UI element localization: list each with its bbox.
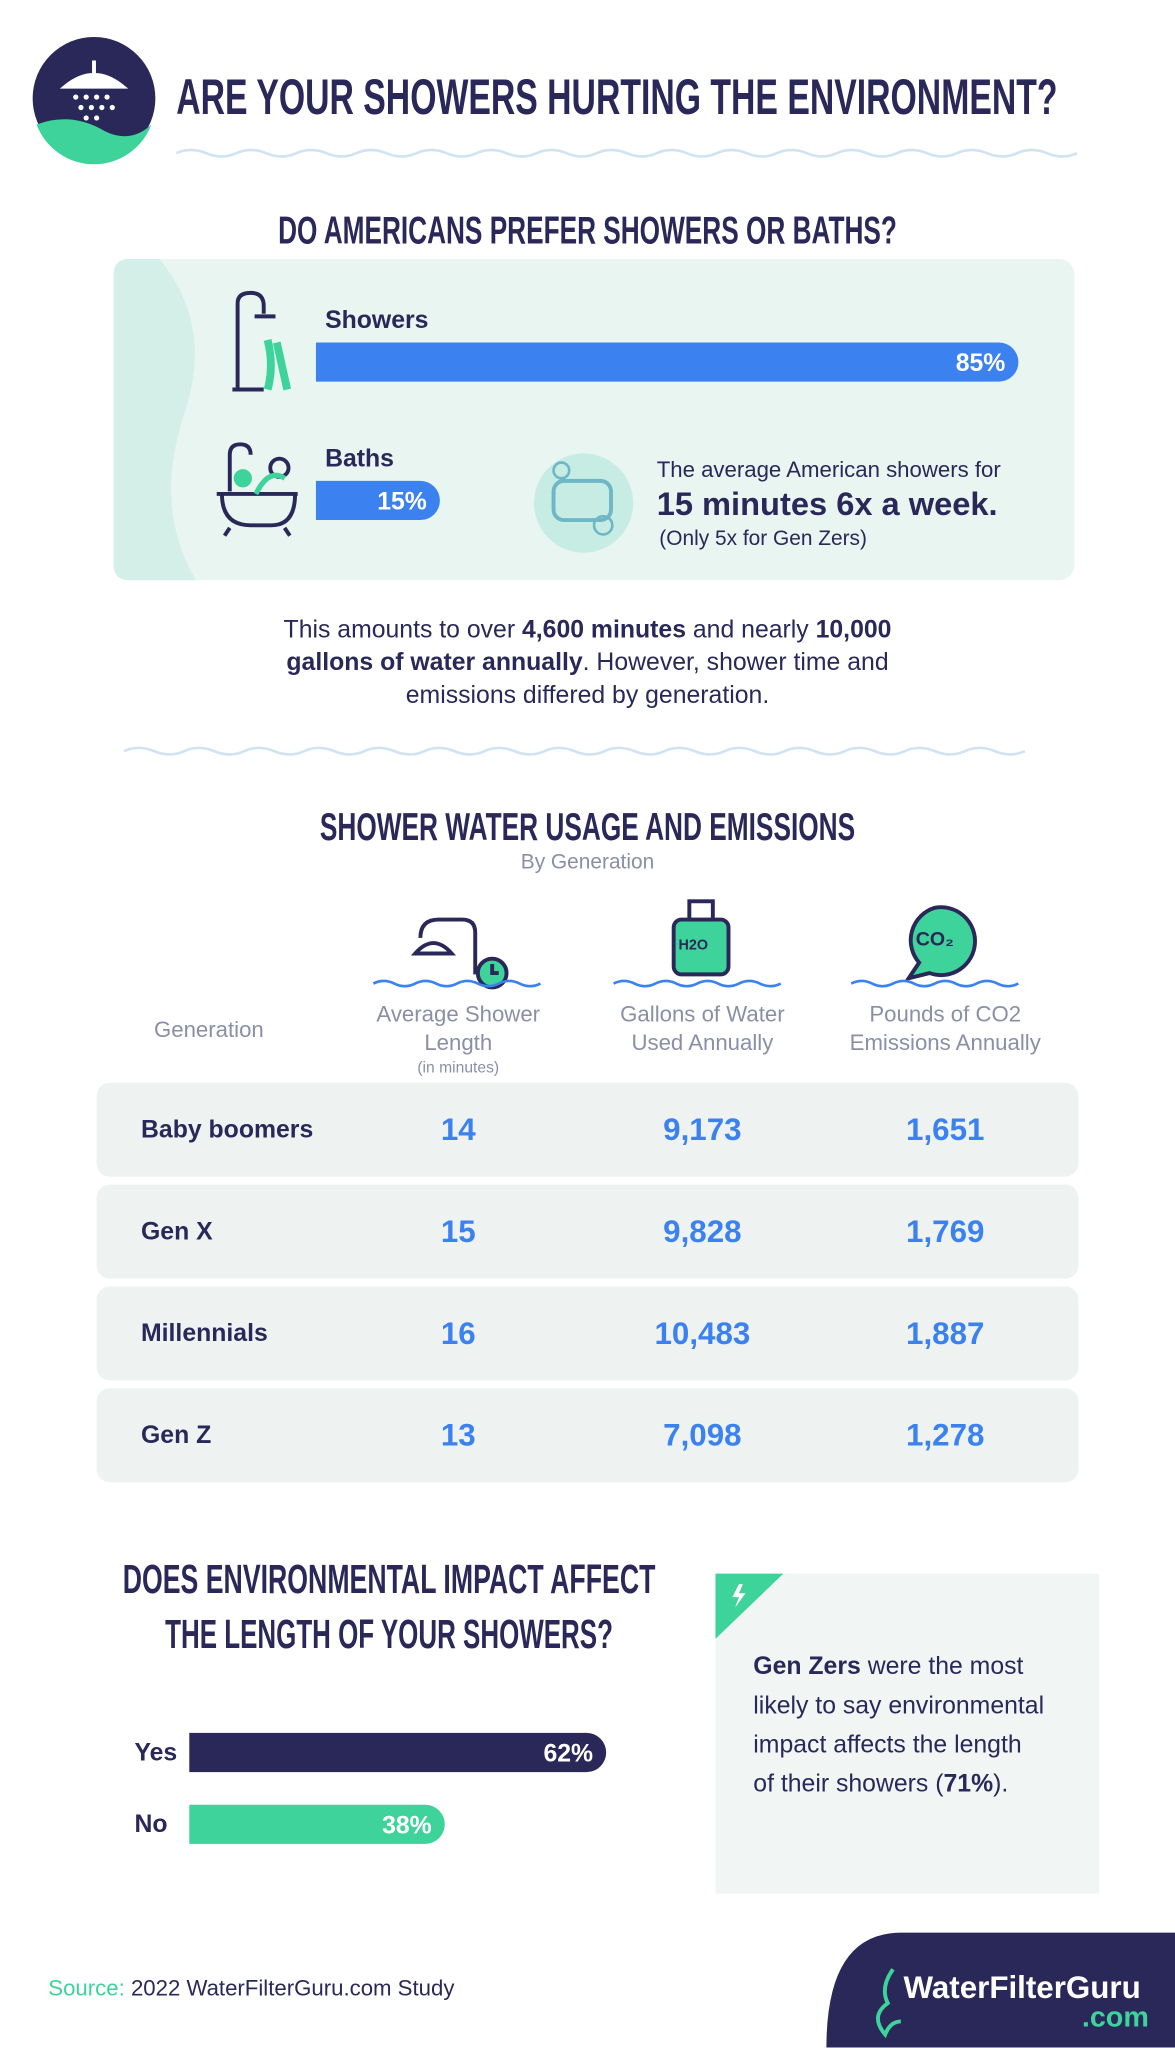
column-header: Generation: [154, 1017, 264, 1042]
column-header: Length: [424, 1030, 492, 1055]
callout-box: [715, 1573, 1100, 1894]
text: of their showers (: [753, 1771, 944, 1798]
cell: 7,098: [663, 1418, 741, 1453]
cell: 9,828: [663, 1214, 741, 1249]
table-row: [96, 1184, 1079, 1279]
value-label: 62%: [543, 1741, 593, 1768]
bar: [315, 342, 1019, 382]
text: and nearly: [693, 617, 809, 644]
summary-line: This amounts to over 4,600 minutes and n…: [284, 617, 892, 644]
bottle-icon: H2O: [671, 899, 731, 977]
category-label: Baths: [325, 446, 394, 473]
page-title: ARE YOUR SHOWERS HURTING THE ENVIRONMENT…: [176, 69, 1057, 125]
text: 2022 WaterFilterGuru.com Study: [131, 1975, 455, 2000]
charts: Showers 85% Baths 15% Yes 62% No 38%: [134, 307, 1019, 1844]
fact-intro: The average American showers for: [657, 457, 1002, 482]
logo-suffix: .com: [1082, 2002, 1149, 2034]
value-label: 38%: [382, 1812, 432, 1839]
icon-text: CO₂: [916, 929, 954, 951]
text: This amounts to over: [284, 617, 516, 644]
summary: This amounts to over 4,600 minutes and n…: [284, 617, 892, 709]
logo-bg: [826, 1932, 1175, 2048]
divider: [175, 148, 1078, 158]
row-label: Millennials: [141, 1320, 268, 1347]
text: 4,600 minutes: [522, 617, 686, 644]
text: ).: [993, 1771, 1008, 1798]
cell: 10,483: [654, 1316, 750, 1351]
section-title: DO AMERICANS PREFER SHOWERS OR BATHS?: [278, 209, 897, 252]
soap-icon: [533, 453, 634, 553]
table-subtitle: By Generation: [521, 851, 654, 874]
column-header: Gallons of Water: [620, 1001, 785, 1026]
value-label: 15%: [377, 489, 427, 516]
icon-text: H2O: [678, 938, 708, 954]
summary-line: gallons of water annually. However, show…: [286, 649, 888, 676]
cell: 15: [441, 1214, 476, 1249]
panel-wave: [113, 258, 196, 581]
summary-line: emissions differed by generation.: [406, 682, 769, 709]
fact-highlight: 15 minutes 6x a week.: [657, 485, 998, 522]
column-header: Pounds of CO2: [869, 1001, 1021, 1026]
section-title: THE LENGTH OF YOUR SHOWERS?: [165, 1611, 613, 1657]
callout-line: of their showers (71%).: [753, 1771, 1008, 1798]
table-row: [96, 1286, 1079, 1381]
callout-line: Gen Zers were the most: [753, 1653, 1023, 1680]
fact-note: (Only 5x for Gen Zers): [659, 527, 867, 550]
cell: 16: [441, 1316, 476, 1351]
water-waves: [372, 979, 1019, 988]
text: . However, shower time and: [583, 649, 889, 676]
cell: 1,651: [906, 1112, 984, 1147]
row-label: Gen X: [141, 1218, 213, 1245]
row-label: Baby boomers: [141, 1117, 313, 1144]
table-row: [96, 1388, 1079, 1483]
bath-icon: [216, 442, 298, 537]
text: were the most: [867, 1653, 1024, 1680]
clock-icon: [410, 917, 509, 990]
text: gallons of water annually: [286, 649, 582, 676]
table-title: SHOWER WATER USAGE AND EMISSIONS: [320, 806, 855, 849]
text: 71%: [943, 1771, 993, 1798]
bar: [315, 480, 440, 521]
cell: 1,887: [906, 1316, 984, 1351]
cell: 1,769: [906, 1214, 984, 1249]
bar: [189, 1732, 607, 1773]
callout: Gen Zers were the most likely to say env…: [753, 1653, 1044, 1798]
section-title: DOES ENVIRONMENTAL IMPACT AFFECT: [123, 1556, 656, 1602]
cell: 14: [441, 1112, 476, 1147]
header-icon: [32, 37, 156, 165]
logo: WaterFilterGuru: [903, 1970, 1140, 2005]
text: 10,000: [816, 617, 892, 644]
column-header: Emissions Annually: [850, 1030, 1042, 1055]
table-row: [96, 1082, 1079, 1177]
co2-icon: CO₂: [904, 905, 977, 982]
divider: [123, 746, 1026, 756]
shower-icon: [232, 290, 292, 392]
column-header: Used Annually: [631, 1030, 774, 1055]
column-header: Average Shower: [376, 1001, 540, 1026]
value-label: 85%: [956, 350, 1006, 377]
callout-line: likely to say environmental: [753, 1692, 1044, 1719]
category-label: Yes: [134, 1739, 177, 1766]
callout-corner: [715, 1573, 784, 1639]
source: Source: 2022 WaterFilterGuru.com Study: [48, 1975, 455, 2000]
category-label: No: [134, 1811, 167, 1838]
text: Source:: [48, 1975, 124, 2000]
cell: 1,278: [906, 1418, 984, 1453]
text: Gen Zers: [753, 1653, 860, 1680]
row-label: Gen Z: [141, 1422, 211, 1449]
callout-line: impact affects the length: [753, 1731, 1021, 1758]
cell: 9,173: [663, 1112, 741, 1147]
bar: [189, 1804, 445, 1844]
logo-mark: [876, 1968, 901, 2039]
category-label: Showers: [325, 307, 428, 334]
cell: 13: [441, 1418, 476, 1453]
table: Generation Average Shower Length Gallons of…: [96, 1001, 1079, 1483]
bolt-icon: [732, 1584, 746, 1608]
unit-note: (in minutes): [417, 1059, 499, 1076]
